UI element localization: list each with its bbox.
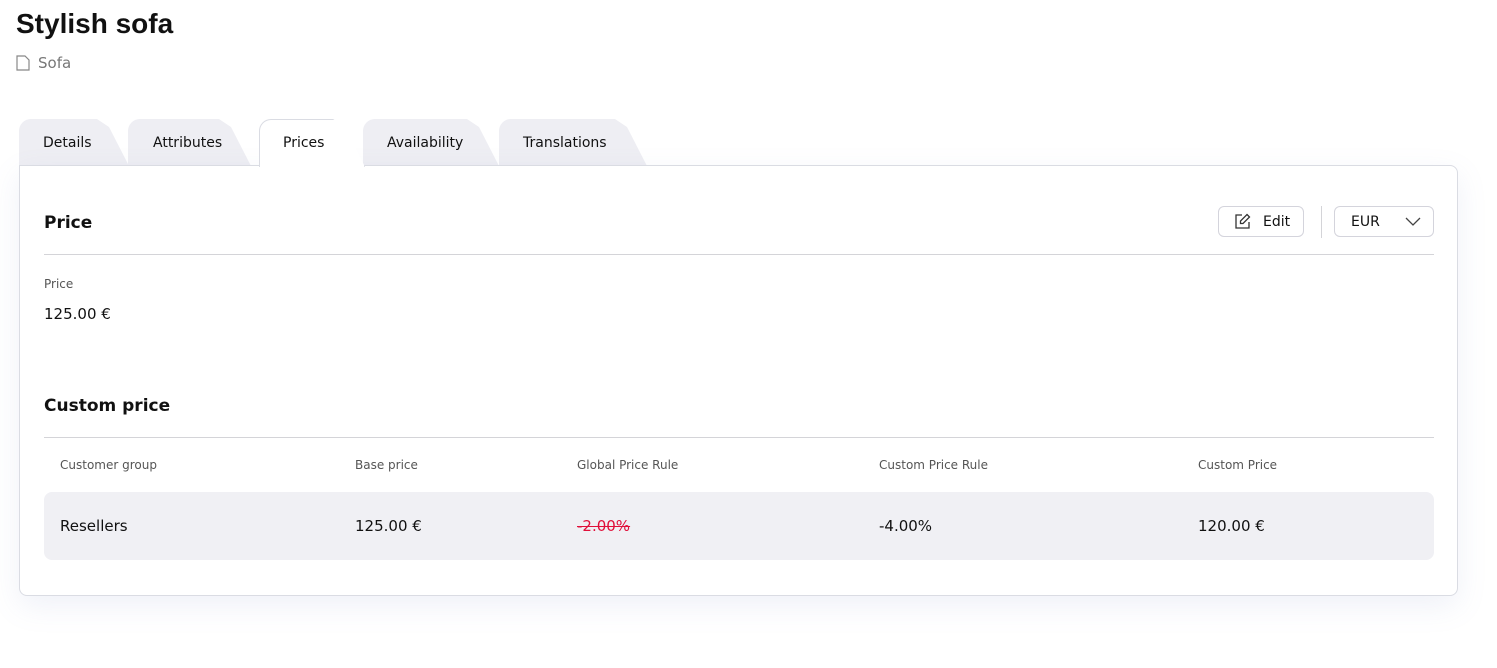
tab-details[interactable]: Details — [19, 119, 129, 166]
currency-value: EUR — [1351, 213, 1380, 230]
edit-button[interactable]: Edit — [1218, 206, 1304, 237]
tab-label: Prices — [283, 135, 325, 151]
column-header: Global Price Rule — [577, 458, 679, 472]
global-price-rule: -2.00% — [577, 517, 631, 535]
tab-label: Translations — [523, 134, 607, 151]
tab-availability[interactable]: Availability — [363, 119, 499, 166]
tab-label: Availability — [387, 134, 464, 151]
divider — [1321, 206, 1322, 238]
category-label: Sofa — [38, 54, 72, 72]
custom-price-heading: Custom price — [44, 396, 171, 416]
tab-translations[interactable]: Translations — [499, 119, 647, 166]
tab-attributes[interactable]: Attributes — [128, 119, 251, 166]
prices-panel: Price Edit EUR Price 125.00 € Custom pri… — [19, 165, 1458, 596]
column-header: Customer group — [60, 458, 157, 472]
tab-label: Details — [43, 134, 92, 151]
divider — [44, 254, 1434, 255]
price-label: Price — [44, 277, 74, 291]
column-header: Custom Price — [1198, 458, 1278, 472]
custom-price: 120.00 € — [1198, 517, 1265, 535]
column-header: Custom Price Rule — [879, 458, 988, 472]
custom-price-rule: -4.00% — [879, 517, 933, 535]
price-heading: Price — [44, 213, 93, 233]
base-price: 125.00 € — [355, 517, 422, 535]
column-header: Base price — [355, 458, 418, 472]
product-category: Sofa — [16, 54, 71, 72]
currency-select[interactable]: EUR — [1334, 206, 1434, 237]
chevron-down-icon — [1405, 217, 1421, 226]
divider — [44, 437, 1434, 438]
customer-group: Resellers — [60, 517, 128, 535]
tab-bar: Details Attributes Prices Availability T… — [19, 119, 719, 166]
edit-label: Edit — [1263, 213, 1291, 230]
tab-prices[interactable]: Prices — [259, 119, 365, 167]
page-title: Stylish sofa — [16, 8, 174, 39]
edit-icon — [1235, 213, 1251, 229]
document-icon — [16, 55, 30, 71]
table-row: Resellers 125.00 € -2.00% -4.00% 120.00 … — [44, 492, 1434, 560]
tab-label: Attributes — [153, 134, 223, 151]
price-value: 125.00 € — [44, 305, 111, 323]
